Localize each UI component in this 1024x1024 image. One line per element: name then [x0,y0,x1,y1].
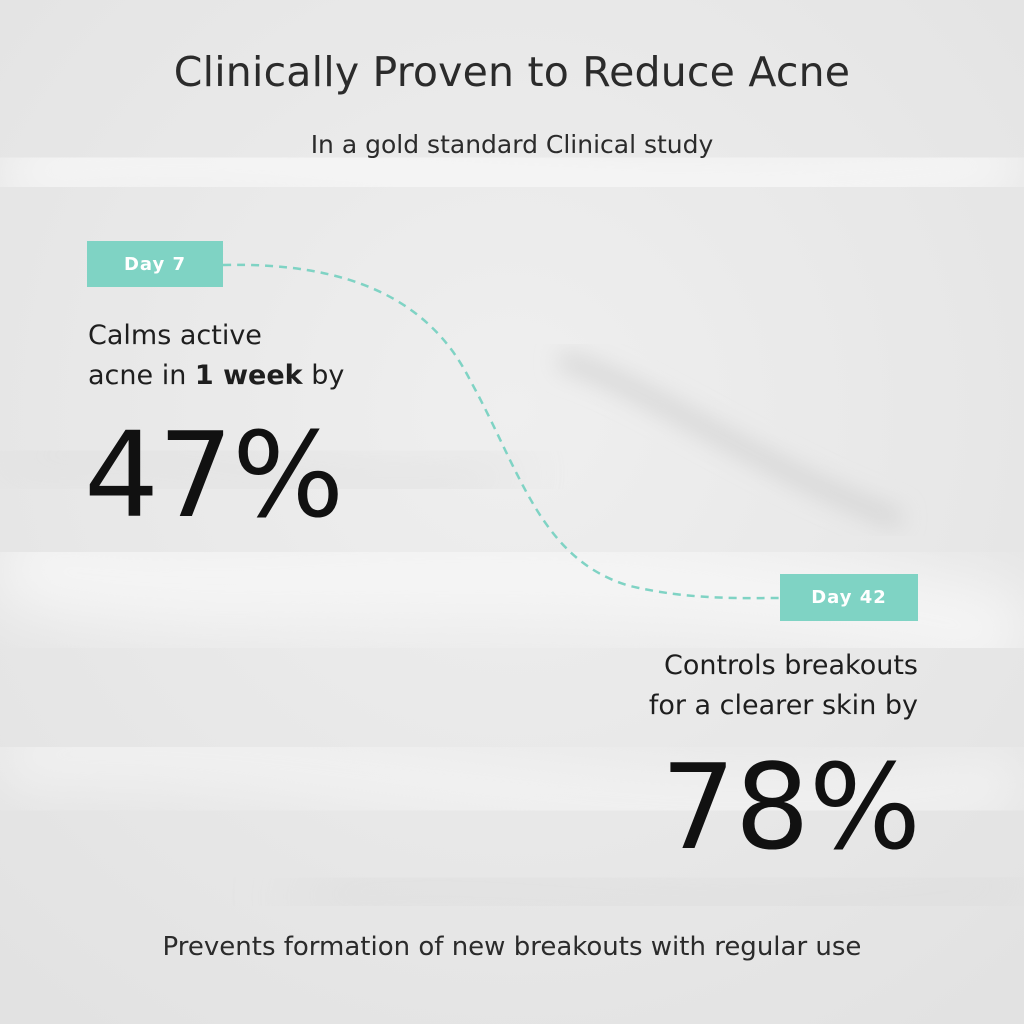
page-subtitle: In a gold standard Clinical study [310,130,714,159]
page-title: Clinically Proven to Reduce Acne [173,48,851,96]
day-7-line-1: Calms active [88,320,262,351]
day-42-percentage: 78% [660,738,921,876]
day-42-line-1: Controls breakouts [663,650,918,681]
day-7-description: Calms active acne in 1 week by [88,316,344,396]
day-7-line-2-suffix: by [302,360,345,391]
day-7-highlight: 1 week [194,360,303,391]
day-42-description: Controls breakouts for a clearer skin by [649,646,918,726]
day-7-badge: Day 7 [87,241,223,287]
day-42-badge: Day 42 [780,574,918,621]
day-7-line-2-text: acne in [88,360,195,391]
day-42-line-2: for a clearer skin by [648,690,918,721]
footer-note: Prevents formation of new breakouts with… [162,932,862,962]
day-7-percentage: 47% [84,406,344,544]
day-7-line-2: acne in 1 week by [88,356,344,396]
